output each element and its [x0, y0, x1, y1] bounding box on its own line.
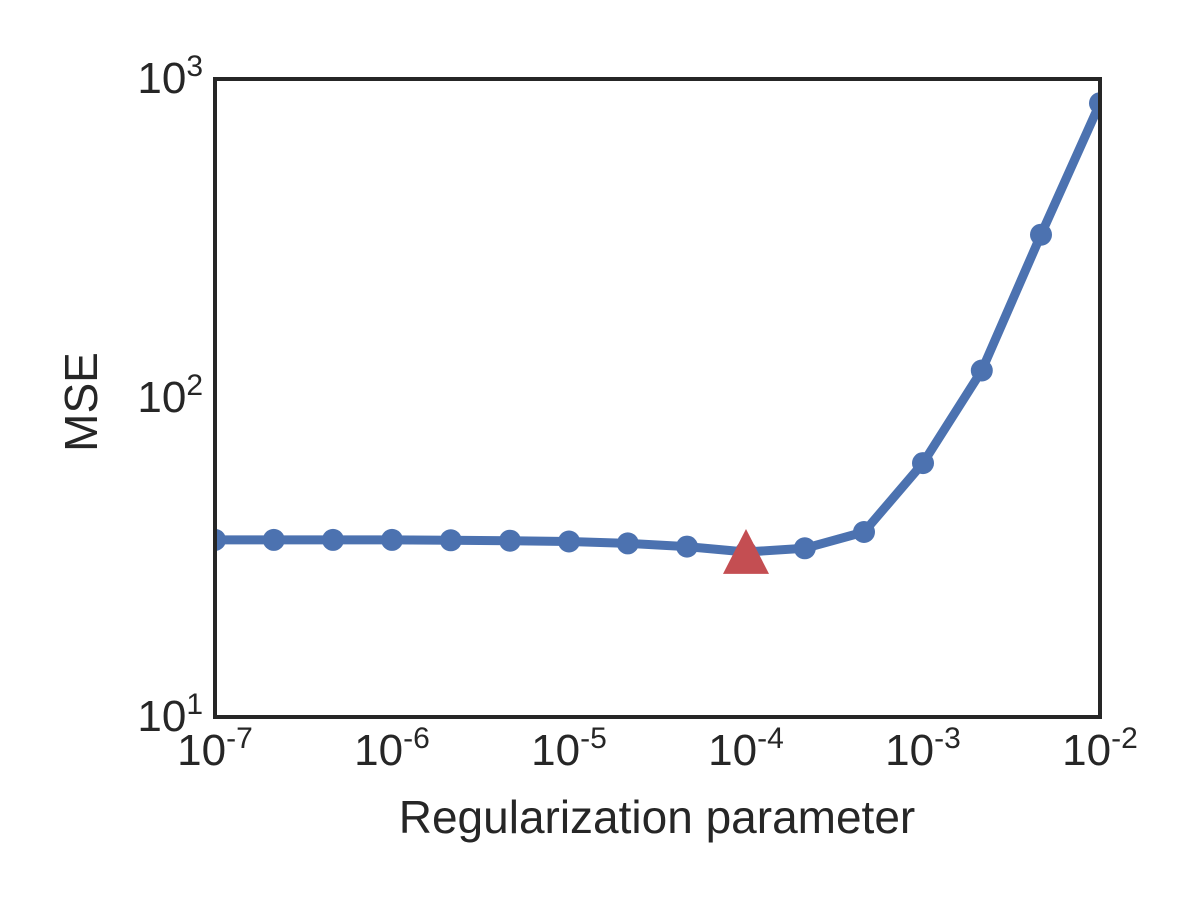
x-tick-label: 10-6 [354, 722, 430, 775]
data-point [616, 532, 639, 555]
x-tick-label: 10-2 [1062, 722, 1138, 775]
y-tick-label: 103 [137, 50, 203, 103]
y-axis-label: MSE [55, 352, 107, 452]
x-tick-label: 10-3 [885, 722, 961, 775]
data-point [558, 530, 580, 553]
axes-frame [213, 77, 1102, 719]
x-tick-labels: 10-7 10-6 10-5 10-4 10-3 10-2 [177, 722, 1138, 775]
data-point [912, 452, 934, 475]
y-tick-label: 101 [137, 688, 203, 741]
data-point [499, 529, 521, 552]
data-point [322, 528, 344, 551]
minimum-marker [723, 529, 769, 574]
data-point [1030, 223, 1052, 246]
data-point [853, 521, 875, 543]
x-axis-label: Regularization parameter [399, 791, 916, 843]
data-point [381, 528, 403, 551]
data-point [970, 359, 993, 382]
data-point [793, 537, 816, 560]
data-point [439, 529, 462, 552]
x-tick-label: 10-5 [531, 722, 607, 775]
data-point [676, 535, 698, 558]
y-tick-labels: 101 102 103 [137, 50, 203, 741]
data-point [1089, 92, 1100, 115]
series-line [215, 98, 1100, 557]
data-point [215, 528, 226, 551]
data-point [262, 528, 285, 551]
y-tick-label: 102 [137, 369, 203, 422]
plot-area [215, 92, 1100, 574]
x-tick-label: 10-4 [708, 722, 784, 775]
x-tick-label: 10-7 [177, 722, 253, 775]
